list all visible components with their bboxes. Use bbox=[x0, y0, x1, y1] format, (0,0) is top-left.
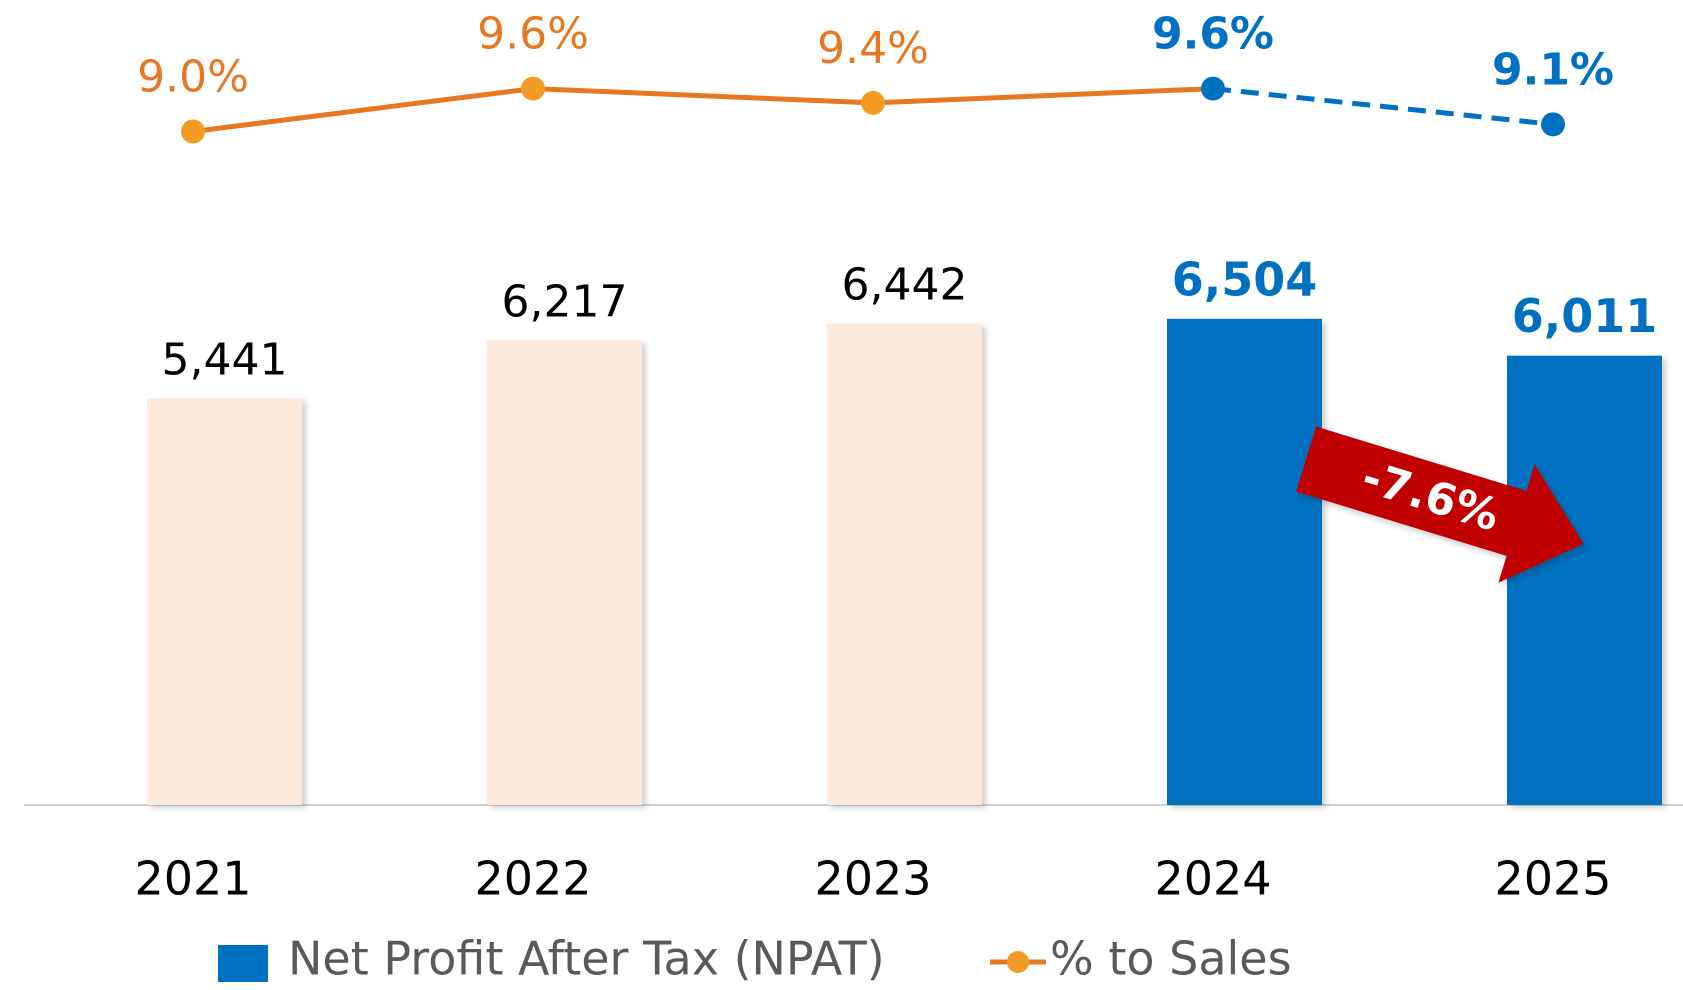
legend-swatch-marker bbox=[1007, 951, 1029, 973]
line-value-label: 9.6% bbox=[477, 9, 589, 60]
bars: 5,441 6,217 6,442 6,504 6,011 bbox=[147, 252, 1662, 805]
bar-value-label: 6,442 bbox=[842, 259, 968, 310]
line-marker bbox=[1541, 112, 1565, 137]
line-marker bbox=[861, 90, 885, 115]
x-tick-label: 2023 bbox=[814, 852, 931, 906]
bar bbox=[827, 323, 982, 805]
lines: 9.0% 9.6% 9.4% 9.6% 9.1% bbox=[137, 9, 1614, 144]
x-tick-label: 2021 bbox=[134, 852, 251, 906]
line-value-label: 9.6% bbox=[1152, 9, 1274, 60]
bar-value-label: 6,504 bbox=[1172, 252, 1318, 306]
x-tick-label: 2022 bbox=[474, 852, 591, 906]
line-value-label: 9.0% bbox=[137, 52, 249, 103]
line-marker bbox=[181, 119, 205, 144]
bar-value-label: 6,011 bbox=[1512, 289, 1658, 343]
x-tick-label: 2024 bbox=[1154, 852, 1271, 906]
line-marker bbox=[1201, 76, 1225, 101]
legend: Net Profit After Tax (NPAT) % to Sales bbox=[218, 932, 1292, 986]
legend-label: % to Sales bbox=[1050, 932, 1292, 986]
legend-label: Net Profit After Tax (NPAT) bbox=[288, 932, 885, 986]
bar bbox=[1507, 355, 1662, 805]
line-value-label: 9.4% bbox=[817, 23, 929, 74]
bar bbox=[1167, 318, 1322, 805]
line bbox=[1212, 86, 1554, 127]
legend-swatch-bar bbox=[218, 945, 268, 982]
line bbox=[192, 86, 1214, 134]
x-tick-label: 2025 bbox=[1494, 852, 1611, 906]
line-marker bbox=[521, 76, 545, 101]
arrow-shape bbox=[1296, 426, 1584, 583]
line-value-label: 9.1% bbox=[1492, 44, 1614, 95]
bar-value-label: 5,441 bbox=[162, 334, 288, 385]
bar bbox=[487, 340, 642, 805]
bar-value-label: 6,217 bbox=[502, 276, 628, 327]
bar bbox=[147, 398, 302, 805]
